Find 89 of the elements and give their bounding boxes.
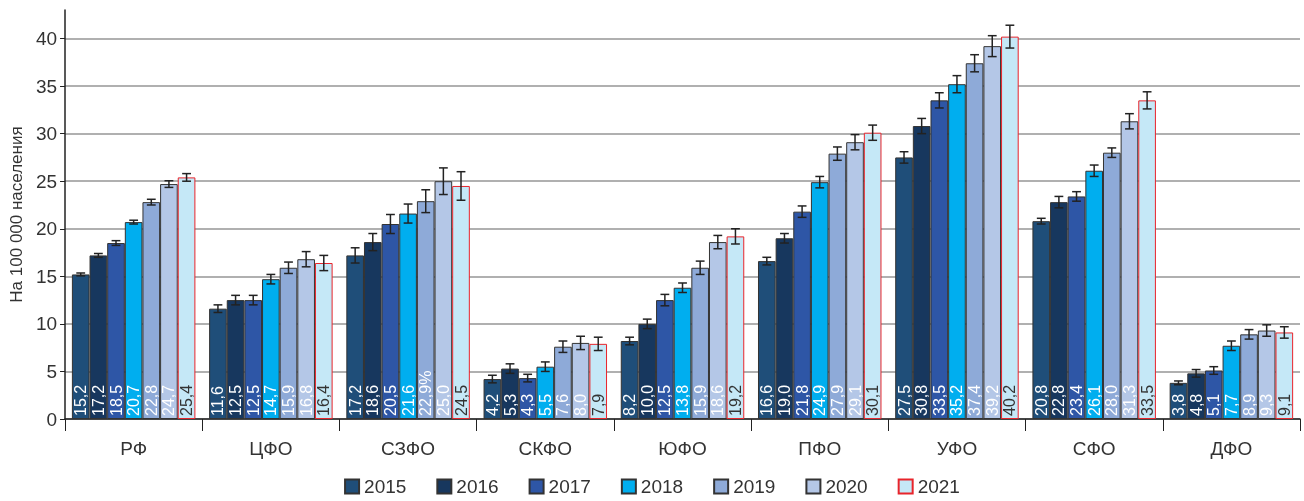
data-label: 27,5 [895, 384, 913, 416]
data-label: 9,1 [1275, 393, 1293, 416]
data-label: 8,9 [1240, 393, 1258, 416]
data-label: 18,6 [364, 384, 382, 416]
x-tick-label: ПФО [798, 438, 842, 459]
data-label: 22,8 [142, 384, 160, 416]
data-label: 27,9 [828, 384, 846, 416]
y-tick-label: 30 [35, 123, 58, 145]
y-tick-label: 35 [35, 75, 58, 97]
data-label: 20,5 [381, 384, 399, 416]
data-label: 31,3 [1120, 384, 1138, 416]
data-label: 15,9 [280, 384, 297, 416]
data-label: 4,2 [483, 393, 501, 416]
y-tick-label: 0 [46, 408, 58, 430]
legend-label: 2021 [917, 476, 960, 497]
data-label: 30,1 [864, 384, 882, 416]
data-label: 8,2 [621, 393, 639, 416]
data-label: 18,6 [709, 384, 727, 416]
data-label: 24,9 [811, 384, 829, 416]
data-label: 20,7 [125, 384, 143, 416]
data-label: 3,8 [1169, 393, 1187, 416]
x-tick-label: РФ [120, 438, 148, 459]
data-label: 15,9 [691, 384, 709, 416]
data-label: 16,8 [297, 384, 315, 416]
data-label: 21,8 [793, 384, 811, 416]
data-label: 4,3 [519, 393, 537, 416]
data-label: 16,6 [758, 384, 776, 416]
data-label: 25,0 [434, 384, 452, 416]
x-tick-label: СЗФО [381, 438, 436, 459]
data-label: 16,4 [315, 384, 333, 416]
x-tick-label: УФО [936, 438, 978, 459]
data-label: 24,7 [160, 384, 178, 416]
data-label: 20,8 [1032, 384, 1050, 416]
data-label: 17,2 [346, 384, 364, 416]
legend-label: 2019 [733, 476, 776, 497]
data-label: 9,3 [1258, 393, 1276, 416]
y-tick-label: 20 [35, 218, 58, 240]
data-label: 4,8 [1187, 393, 1205, 416]
data-label: 21,6 [399, 384, 417, 416]
data-label: 12,5 [244, 384, 262, 416]
data-label: 23,4 [1068, 384, 1086, 416]
data-label: 11,6 [209, 385, 227, 416]
data-label: 12,5 [656, 384, 674, 416]
data-label: 33,5 [1138, 384, 1156, 416]
data-label: 19,2 [726, 384, 744, 416]
data-label: 24,5 [452, 384, 470, 416]
y-tick-label: 25 [35, 170, 58, 192]
y-tick-label: 10 [35, 313, 58, 335]
data-label: 8,0 [572, 393, 590, 416]
data-label: 5,5 [536, 393, 554, 416]
x-tick-label: ЦФО [249, 438, 293, 459]
data-label: 7,7 [1222, 393, 1240, 416]
data-label: 7,6 [554, 393, 572, 416]
data-label: 30,8 [913, 384, 931, 416]
data-label: 14,7 [262, 384, 280, 416]
data-label: 25,4 [178, 384, 196, 416]
data-label: 5,3 [501, 393, 519, 416]
x-tick-label: ЮФО [658, 438, 707, 459]
data-label: 5,1 [1205, 393, 1223, 416]
y-axis-title: На 100 000 населения [7, 126, 26, 303]
data-label: 35,2 [948, 384, 966, 416]
data-label: 15,2 [72, 384, 90, 416]
y-tick-label: 5 [46, 360, 58, 382]
data-label: 28,0 [1103, 384, 1121, 416]
data-label: 26,1 [1085, 384, 1103, 416]
x-tick-label: ДФО [1210, 438, 1253, 459]
y-tick-label: 15 [35, 265, 58, 287]
x-tick-label: СФО [1072, 438, 1116, 459]
y-tick-label: 40 [35, 28, 58, 50]
data-label: 40,2 [1001, 384, 1019, 416]
data-label: 22,9% [417, 370, 435, 416]
data-label: 12,5 [227, 384, 245, 416]
x-tick-label: СКФО [518, 438, 572, 459]
data-label: 17,2 [89, 384, 107, 416]
legend-label: 2018 [640, 476, 684, 497]
legend-label: 2015 [364, 476, 407, 497]
data-label: 10,0 [638, 384, 656, 416]
legend-label: 2017 [548, 476, 591, 497]
data-label: 29,1 [846, 384, 864, 416]
data-label: 33,5 [930, 384, 948, 416]
data-label: 13,8 [674, 384, 692, 416]
data-label: 39,2 [983, 384, 1001, 416]
legend-label: 2016 [456, 476, 499, 497]
data-label: 18,5 [107, 384, 125, 416]
data-label: 37,4 [966, 384, 984, 416]
legend-label: 2020 [825, 476, 868, 497]
data-label: 19,0 [775, 384, 793, 416]
data-label: 7,9 [589, 393, 607, 416]
data-label: 22,8 [1050, 384, 1068, 416]
